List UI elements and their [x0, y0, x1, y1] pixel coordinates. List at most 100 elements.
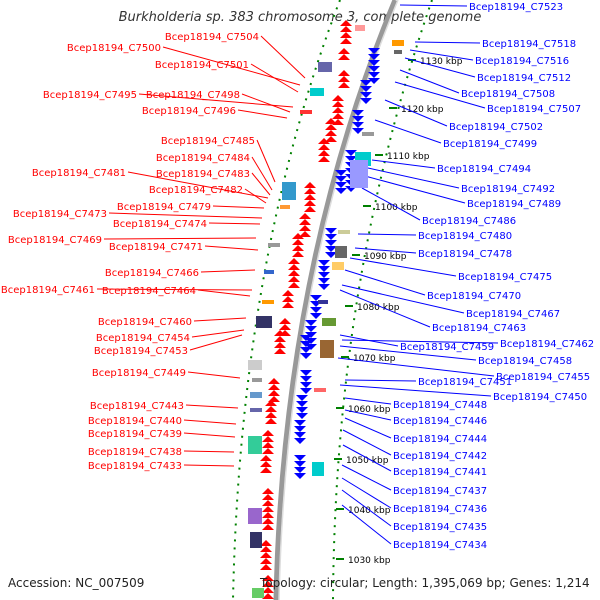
forward-gene-arrow: [304, 194, 316, 200]
gene-label: Bcep18194_C7481: [32, 168, 126, 179]
feature-box: [268, 243, 280, 247]
reverse-gene-arrow: [305, 326, 317, 332]
forward-gene-arrow: [260, 564, 272, 570]
forward-gene-arrow: [262, 593, 274, 599]
reverse-gene-arrow: [294, 455, 306, 461]
gene-label: Bcep18194_C7475: [458, 272, 552, 283]
forward-gene-arrow: [262, 524, 274, 530]
forward-gene-arrow: [340, 26, 352, 32]
forward-gene-arrow: [265, 400, 277, 406]
feature-box: [310, 88, 324, 96]
gene-label: Bcep18194_C7440: [88, 416, 182, 427]
leader-line: [103, 237, 257, 240]
feature-box: [248, 436, 262, 454]
leader-line: [341, 477, 392, 509]
forward-gene-arrow: [262, 430, 274, 436]
feature-box: [350, 160, 368, 188]
gene-label: Bcep18194_C7437: [393, 486, 487, 497]
gene-label: Bcep18194_C7483: [156, 169, 250, 180]
reverse-gene-arrow: [294, 420, 306, 426]
leader-line: [193, 317, 247, 322]
forward-gene-arrow: [265, 412, 277, 418]
gene-label: Bcep18194_C7482: [149, 185, 243, 196]
gene-label: Bcep18194_C7499: [443, 139, 537, 150]
reverse-gene-arrow: [318, 284, 330, 290]
forward-gene-arrow: [304, 206, 316, 212]
reverse-gene-arrow: [318, 260, 330, 266]
forward-gene-arrow: [260, 461, 272, 467]
leader-line: [414, 41, 481, 44]
gene-label: Bcep18194_C7441: [393, 467, 487, 478]
forward-gene-arrow: [262, 436, 274, 442]
reverse-gene-arrow: [318, 272, 330, 278]
leader-line: [251, 172, 271, 196]
ruler-tick-label: 1060 kbp: [348, 405, 391, 415]
gene-label: Bcep18194_C7501: [155, 60, 249, 71]
forward-gene-arrow: [262, 587, 274, 593]
reverse-gene-arrow: [325, 228, 337, 234]
feature-box: [252, 588, 264, 598]
forward-gene-arrow: [262, 500, 274, 506]
forward-gene-arrow: [332, 95, 344, 101]
reverse-gene-arrow: [300, 341, 312, 347]
gene-label: Bcep18194_C7485: [161, 136, 255, 147]
gene-label: Bcep18194_C7498: [146, 90, 240, 101]
leader-line: [197, 289, 251, 297]
gene-label: Bcep18194_C7449: [92, 368, 186, 379]
gene-label: Bcep18194_C7504: [165, 32, 259, 43]
reverse-gene-arrow: [335, 188, 347, 194]
forward-gene-arrow: [332, 107, 344, 113]
feature-box: [262, 300, 274, 304]
gene-label: Bcep18194_C7458: [478, 356, 572, 367]
forward-gene-arrow: [338, 54, 350, 60]
gene-label: Bcep18194_C7469: [8, 235, 102, 246]
forward-gene-arrow: [268, 390, 280, 396]
leader-line: [367, 167, 460, 189]
gene-label: Bcep18194_C7507: [487, 104, 581, 115]
forward-gene-arrow: [262, 448, 274, 454]
forward-gene-arrow: [332, 101, 344, 107]
reverse-gene-arrow: [318, 278, 330, 284]
gene-label: Bcep18194_C7494: [437, 164, 531, 175]
leader-line: [341, 489, 392, 527]
leader-line: [349, 257, 457, 277]
reverse-gene-arrow: [360, 86, 372, 92]
feature-box: [264, 270, 274, 274]
gene-label: Bcep18194_C7454: [96, 333, 190, 344]
leader-line: [237, 109, 288, 119]
reverse-gene-arrow: [300, 347, 312, 353]
forward-gene-arrow: [274, 342, 286, 348]
ruler-tick-label: 1100 kbp: [375, 203, 418, 213]
reverse-gene-arrow: [368, 78, 380, 84]
forward-gene-arrow: [265, 406, 277, 412]
leader-line: [344, 397, 392, 405]
gene-label: Bcep18194_C7496: [142, 106, 236, 117]
reverse-gene-arrow: [294, 432, 306, 438]
feature-box: [320, 340, 334, 358]
gene-label: Bcep18194_C7464: [102, 286, 196, 297]
leader-line: [339, 345, 477, 361]
forward-gene-arrow: [288, 264, 300, 270]
forward-gene-arrow: [340, 20, 352, 26]
forward-gene-arrow: [288, 276, 300, 282]
reverse-gene-arrow: [368, 72, 380, 78]
feature-box: [322, 318, 336, 326]
ruler-tick-label: 1120 kbp: [401, 105, 444, 115]
reverse-gene-arrow: [325, 252, 337, 258]
gene-label: Bcep18194_C7461: [1, 285, 95, 296]
forward-gene-arrow: [318, 150, 330, 156]
forward-gene-arrow: [260, 467, 272, 473]
forward-gene-arrow: [288, 258, 300, 264]
summary-label: Topology: circular; Length: 1,395,069 bp…: [260, 576, 590, 590]
forward-gene-arrow: [262, 581, 274, 587]
reverse-gene-arrow: [300, 388, 312, 394]
forward-gene-arrow: [304, 200, 316, 206]
reverse-gene-arrow: [360, 92, 372, 98]
leader-line: [342, 429, 392, 456]
leader-line: [341, 284, 465, 314]
gene-label: Bcep18194_C7450: [493, 392, 587, 403]
reverse-gene-arrow: [310, 307, 322, 313]
forward-gene-arrow: [318, 156, 330, 162]
gene-label: Bcep18194_C7471: [109, 242, 203, 253]
